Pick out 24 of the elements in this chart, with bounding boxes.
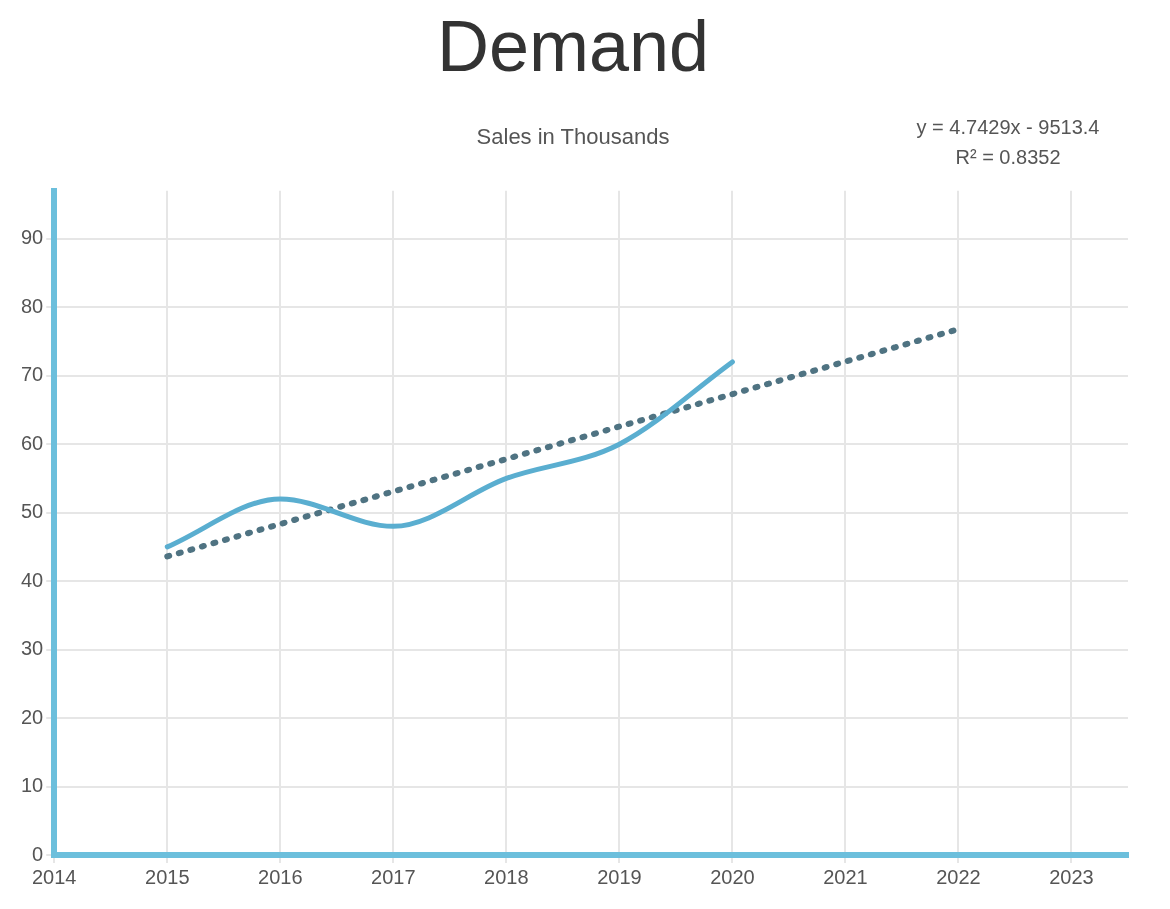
x-tick-label: 2014: [32, 865, 77, 888]
y-tick-label: 40: [21, 568, 44, 591]
y-tick-label: 50: [21, 500, 44, 523]
y-tick-label: 90: [21, 226, 44, 249]
y-tick-label: 20: [21, 705, 44, 728]
y-tick-label: 30: [21, 637, 44, 660]
x-tick-label: 2020: [710, 865, 755, 888]
x-tick-label: 2017: [371, 865, 416, 888]
chart-title: Demand: [436, 6, 710, 87]
x-tick-label: 2021: [823, 865, 868, 888]
y-tick-label: 10: [21, 774, 44, 797]
x-tick-label: 2016: [258, 865, 303, 888]
x-tick-label: 2019: [597, 865, 642, 888]
y-tick-label: 80: [21, 294, 44, 317]
x-tick-label: 2022: [936, 865, 981, 888]
x-tick-label: 2023: [1049, 865, 1094, 888]
text: y = 4.7429x - 9513.4: [916, 116, 1100, 139]
y-tick-label: 0: [32, 842, 44, 865]
x-tick-label: 2018: [484, 865, 529, 888]
chart-subtitle: Sales in Thousands: [476, 123, 670, 149]
y-tick-label: 70: [21, 363, 44, 386]
x-tick-label: 2015: [145, 865, 190, 888]
y-tick-label: 60: [21, 431, 44, 454]
text: R² = 0.8352: [955, 146, 1061, 169]
